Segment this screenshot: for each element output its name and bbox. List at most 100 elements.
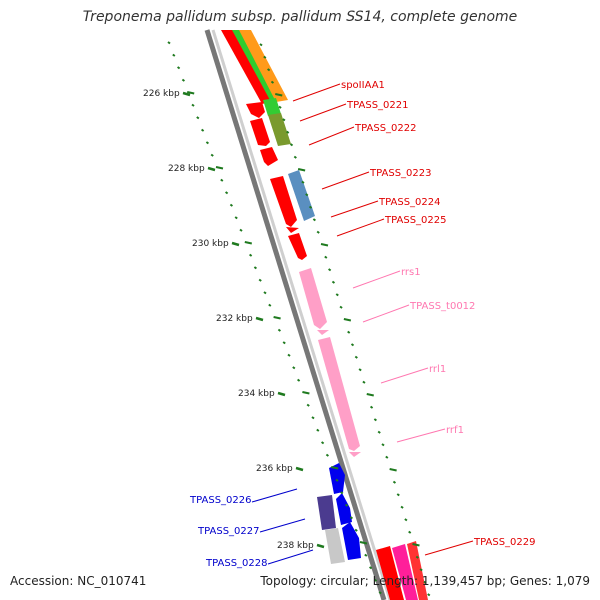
gene-feature-TPASS_t0012[interactable] <box>317 330 329 335</box>
tick-mark <box>335 478 339 482</box>
tick-mark <box>249 253 253 257</box>
gene-feature-red-bottom[interactable] <box>407 541 428 600</box>
gene-label-rrl1[interactable]: rrl1 <box>429 364 446 375</box>
gene-feature-red-b[interactable] <box>260 147 278 166</box>
tick-mark <box>306 403 310 407</box>
tick-mark <box>385 455 389 459</box>
tick-mark <box>267 68 271 72</box>
tick-mark <box>415 555 419 559</box>
tick-mark <box>205 141 209 145</box>
tick-mark <box>378 591 382 595</box>
backbone-light <box>211 29 392 600</box>
tick-mark <box>343 318 352 322</box>
gene-feature-TPASS_0227[interactable] <box>342 522 361 560</box>
tick-mark <box>181 78 185 82</box>
tick-mark <box>258 278 262 282</box>
tick-label: 238 kbp <box>277 541 314 551</box>
tick-mark <box>381 443 385 447</box>
tick-mark <box>263 291 267 295</box>
gene-leader-line <box>330 200 379 218</box>
tick-mark <box>308 205 313 209</box>
tick-mark <box>321 441 325 445</box>
gene-feature-TPASS_0222[interactable] <box>268 113 291 146</box>
gene-label-TPASS_0229[interactable]: TPASS_0229 <box>473 537 535 548</box>
tick-mark <box>293 155 297 159</box>
gene-feature-spoIIAA1[interactable] <box>263 98 281 116</box>
tick-ruler-left <box>167 41 382 595</box>
gene-label-TPASS_0227[interactable]: TPASS_0227 <box>197 526 259 537</box>
gene-label-TPASS_0221[interactable]: TPASS_0221 <box>346 100 408 111</box>
gene-label-rrf1[interactable]: rrf1 <box>446 425 464 436</box>
gene-leader-line <box>380 367 429 384</box>
gene-leader-line <box>267 549 314 565</box>
tick-mark <box>297 378 301 382</box>
gene-leader-line <box>292 83 341 102</box>
gene-feature-TPASS_0223[interactable] <box>270 176 297 227</box>
tick-mark <box>345 503 349 507</box>
gene-label-spoIIAA1[interactable]: spoIIAA1 <box>341 80 385 91</box>
gene-label-rrs1[interactable]: rrs1 <box>401 267 421 278</box>
tick-mark <box>282 118 286 122</box>
tick-mark <box>172 53 176 57</box>
tick-mark <box>373 418 377 422</box>
tick-mark <box>259 43 263 47</box>
tick-mark <box>302 391 310 395</box>
gene-feature-TPASS_0225-arrow[interactable] <box>286 227 299 233</box>
tick-mark <box>364 553 368 557</box>
tick-mark <box>275 93 283 97</box>
gene-feature-red-a[interactable] <box>250 118 270 146</box>
tick-mark <box>311 416 315 420</box>
gene-feature-TPASS_0228[interactable] <box>325 528 345 564</box>
gene-feature-blue-mid[interactable] <box>336 493 352 525</box>
tick-mark <box>396 493 400 497</box>
gene-feature-pink-bottom[interactable] <box>392 544 418 600</box>
tick-mark <box>354 355 358 359</box>
gene-feature-TPASS_0225[interactable] <box>288 233 307 260</box>
gene-feature-rrs1[interactable] <box>299 268 327 329</box>
gene-feature-rrl1[interactable] <box>318 337 360 451</box>
map-title: Treponema pallidum subsp. pallidum SS14,… <box>82 9 518 25</box>
gene-label-TPASS_0224[interactable]: TPASS_0224 <box>378 197 440 208</box>
topology-text: Topology: circular; Length: 1,139,457 bp… <box>260 574 590 588</box>
gene-feature-rrf1[interactable] <box>349 452 361 457</box>
gene-feature-blue-top[interactable] <box>329 463 345 494</box>
gene-feature-TPASS_0221[interactable] <box>246 102 265 118</box>
gene-feature-top-orange[interactable] <box>239 30 288 102</box>
tick-mark <box>287 353 291 357</box>
tick-mark <box>186 91 195 95</box>
tick-mark <box>320 243 329 247</box>
tick-mark <box>292 366 296 370</box>
tick-label: 226 kbp <box>143 89 180 99</box>
tick-mark <box>427 593 431 597</box>
gene-label-TPASS_0223[interactable]: TPASS_0223 <box>369 168 431 179</box>
tick-mark <box>349 516 353 520</box>
tick-label: 234 kbp <box>238 389 275 399</box>
tick-mark <box>177 66 181 70</box>
tick-mark <box>316 230 320 234</box>
gene-feature-TPASS_0229[interactable] <box>376 546 404 600</box>
tick-mark <box>359 541 368 545</box>
tick-mark <box>400 505 404 509</box>
tick-mark <box>191 103 195 107</box>
tick-mark <box>268 303 272 307</box>
tick-mark <box>277 328 281 332</box>
tick-mark <box>282 341 286 345</box>
gene-label-TPASS_0222[interactable]: TPASS_0222 <box>354 123 416 134</box>
gene-label-TPASS_0225[interactable]: TPASS_0225 <box>384 215 446 226</box>
gene-feature-TPASS_0226[interactable] <box>317 495 336 530</box>
gene-leader-line <box>396 428 446 443</box>
gene-label-TPASS_t0012[interactable]: TPASS_t0012 <box>409 301 475 312</box>
gene-label-TPASS_0228[interactable]: TPASS_0228 <box>205 558 267 569</box>
gene-feature-TPASS_0224[interactable] <box>288 170 315 221</box>
tick-mark <box>328 268 332 272</box>
tick-mark <box>324 255 328 259</box>
tick-major-mark <box>295 466 304 472</box>
gene-leader-line <box>352 270 401 289</box>
tick-mark <box>278 105 282 109</box>
gene-label-TPASS_0226[interactable]: TPASS_0226 <box>189 495 251 506</box>
tick-mark <box>201 128 205 132</box>
tick-mark <box>196 116 200 120</box>
tick-mark <box>301 180 305 184</box>
